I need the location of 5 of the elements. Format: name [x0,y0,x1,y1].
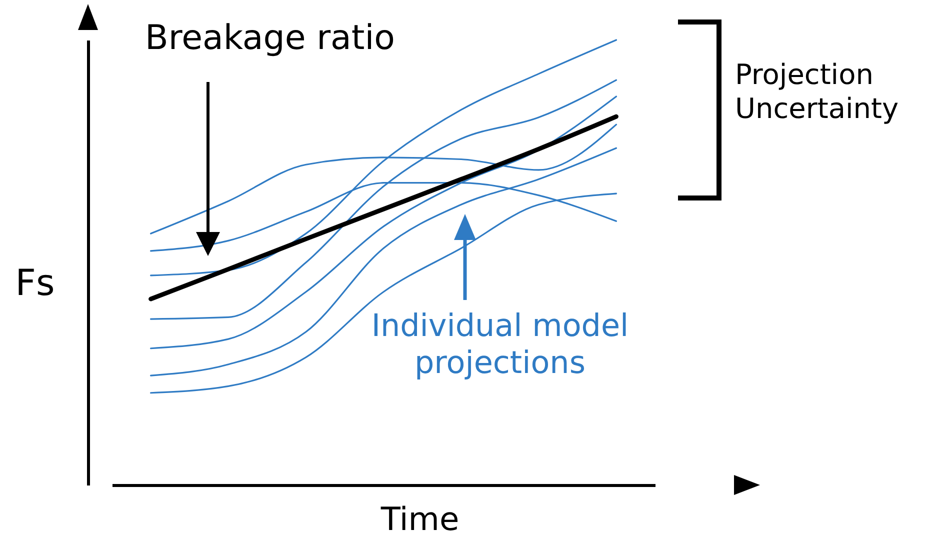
text: Projection Uncertainty [735,58,900,126]
annotation: Individual model projections [370,308,630,382]
y-axis-title: Fs [14,262,56,306]
x-axis-title: Time [380,500,460,538]
annotation: Breakage ratio [144,18,396,59]
